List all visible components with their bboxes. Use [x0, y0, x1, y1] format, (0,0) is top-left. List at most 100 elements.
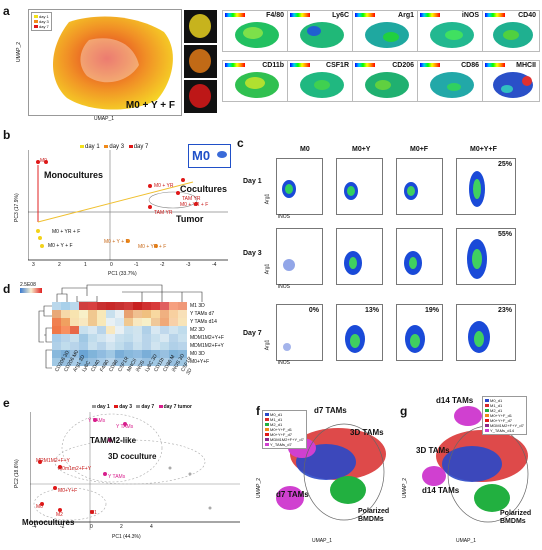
pca-point-label: M0+Y+F [58, 488, 78, 494]
xtick: -4 [32, 524, 37, 530]
legend-item: day 7 [141, 404, 155, 410]
panel-e-ylabel: PC2 (18.6%) [14, 459, 20, 488]
panel-d-col-labels: CD206 3D CD206 M0 Arg1 3D Ly6C CD40 F4/8… [52, 349, 194, 394]
panel-e-group-3d: 3D coculture [108, 452, 157, 461]
pca-point-label: Y TAMs [108, 474, 126, 480]
facs-plot: 0% [276, 304, 323, 361]
umap-cluster-label: d7 TAMs [276, 490, 309, 499]
marker-label: CD11b [261, 62, 285, 69]
facs-plot: 55% [456, 228, 516, 285]
marker-label: iNOS [460, 12, 480, 19]
panel-e-xlabel: PC1 (44.3%) [112, 534, 141, 540]
umap-cluster-label: Polarized BMDMs [358, 508, 390, 523]
legend-item: day 7 [39, 24, 49, 29]
facs-percent: 25% [497, 161, 512, 168]
xtick: -4 [212, 262, 217, 268]
marker-tile-cd11b: CD11b [222, 60, 288, 102]
legend-swatch [485, 424, 489, 428]
pca-point-label: MRM1M2+F+Y [36, 458, 70, 464]
marker-label: CD40 [517, 12, 537, 19]
xtick: 2 [58, 262, 61, 268]
panel-a-umap-plot [53, 16, 173, 110]
panel-e-group-mono: Monocultures [22, 518, 75, 527]
panel-g-ylabel: UMAP_2 [402, 477, 408, 498]
panel-e-label: e [3, 396, 10, 410]
heatmap-row-label: Y TAMs d7 [190, 311, 215, 317]
day7-thumbnail [184, 80, 217, 113]
pca-point-label: M0 [36, 504, 43, 510]
panel-f-umap-plot [276, 423, 386, 521]
marker-label: MHCII [515, 62, 537, 69]
panel-g-label: g [400, 404, 408, 418]
heatmap-row-label: M2 3D [190, 327, 205, 333]
pca-point-label: Y TAMs [88, 418, 106, 424]
legend-swatch [158, 405, 163, 409]
pca-point-label: M0 + YR [154, 183, 174, 189]
panel-e-pca-plot [30, 412, 240, 530]
pca-point-label: M2 [56, 512, 63, 518]
heatmap-row-label: M0 3D [190, 351, 205, 357]
colorbar [355, 13, 375, 17]
panel-f-legend: M0_d1 M1_d1 M2_d1 M0+Y+F_d1 M0+Y+F_d7 MD… [262, 410, 307, 449]
facs-percent: 0% [308, 307, 319, 314]
panel-b-xlabel: PC1 (33.7%) [108, 271, 137, 277]
marker-tile-f480: F4/80 [222, 10, 288, 52]
xtick: -2 [160, 262, 165, 268]
marker-tile-csf1r: CSF1R [287, 60, 353, 102]
facs-ylabel: Arg1 [264, 263, 271, 275]
legend-item: day 1 [97, 404, 110, 410]
marker-tile-ly6c: Ly6C [287, 10, 353, 52]
legend-item: M2_d1 [490, 408, 503, 413]
pca-point-label: M0 + YR + F [180, 202, 209, 208]
pca-point-label: Y TAMs [116, 424, 134, 430]
panel-b-legend: day 1 day 3 day 7 [80, 144, 148, 150]
legend-item: M0+Y+F_d1 [270, 427, 293, 432]
facs-ylabel: Arg1 [264, 339, 271, 351]
panel-g-xlabel: UMAP_1 [456, 538, 477, 544]
pca-point-label: M0 + YR + F [138, 244, 167, 250]
panel-g-umap: d14 TAMs 3D TAMs d14 TAMs Polarized BMDM… [408, 394, 542, 536]
legend-item: M0_d1 [270, 412, 283, 417]
marker-label: CD206 [391, 62, 415, 69]
umap-cluster-label: Polarized BMDMs [500, 510, 532, 525]
pca-point-label: M0 + YR + F [52, 229, 81, 235]
panel-b-pca-plot [28, 150, 228, 261]
pca-point-label: M0 [40, 158, 47, 164]
colorbar [485, 63, 505, 67]
panel-e-group-tam: TAM/M2-like [90, 436, 137, 445]
panel-f-ylabel: UMAP_2 [256, 477, 262, 498]
legend-swatch [265, 438, 269, 442]
legend-swatch [485, 429, 489, 433]
legend-swatch [485, 419, 489, 423]
marker-label: CD86 [460, 62, 480, 69]
legend-item: M0_d1 [490, 398, 503, 403]
colorbar [290, 13, 310, 17]
pca-point-label: TAM YR [182, 196, 201, 202]
marker-tile-inos: iNOS [417, 10, 483, 52]
panel-f-xlabel: UMAP_1 [312, 538, 333, 544]
facs-plot [336, 158, 383, 215]
colorbar [225, 63, 245, 67]
legend-swatch [485, 414, 489, 418]
panel-a-umap-title: M0 + Y + F [125, 100, 175, 111]
panel-d-col-dendrogram [56, 284, 203, 302]
umap-cluster-label: d14 TAMs [422, 486, 460, 495]
xtick: -3 [186, 262, 191, 268]
legend-item: day 3 [109, 144, 125, 150]
facs-percent: 19% [424, 307, 439, 314]
panel-c-col-header: M0+F [410, 146, 429, 153]
xtick: 1 [84, 262, 87, 268]
heatmap-row-label: MDM1M2+F+Y [190, 343, 224, 349]
heatmap-row-label: M1 3D [190, 303, 205, 309]
facs-plot [336, 228, 383, 285]
marker-label: Ly6C [331, 12, 350, 19]
legend-item: Y_TAMs_d14 [490, 428, 514, 433]
legend-item: M1_d1 [270, 417, 283, 422]
facs-percent: 55% [497, 231, 512, 238]
panel-c-row-header: Day 1 [243, 178, 262, 185]
marker-tile-cd40: CD40 [482, 10, 540, 52]
legend-item: M0+Y+F_d7 [270, 432, 293, 437]
umap-cluster-label: d7 TAMs [314, 406, 347, 415]
panel-c-col-header: M0+Y+F [470, 146, 497, 153]
facs-plot: 23% [456, 304, 516, 361]
